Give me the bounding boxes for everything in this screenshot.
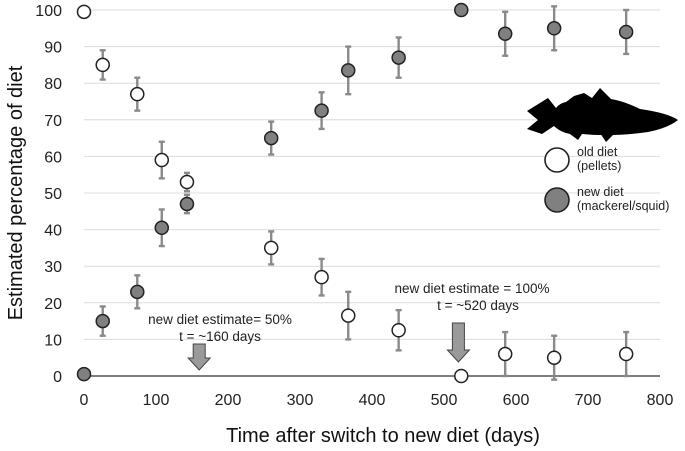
new-diet-point [497,26,513,42]
old-diet-point [130,86,145,102]
new-diet-point [263,130,279,146]
x-tick-labels: 0 100 200 300 400 500 600 700 800 [80,392,674,409]
new-diet-point [76,366,92,382]
x-tick-label: 600 [503,392,530,409]
x-tick-label: 700 [575,392,602,409]
y-tick-label: 90 [44,40,62,57]
old-diet-point [76,4,92,20]
y-tick-labels: 0 10 20 30 40 50 60 70 80 90 100 [35,3,62,386]
new-diet-point [314,103,329,118]
x-tick-label: 400 [359,392,386,409]
annotation-1-line1: new diet estimate= 50% [148,312,292,327]
x-tick-label: 800 [647,392,674,409]
y-tick-label: 70 [44,113,62,130]
legend-old-diet-label: old diet [577,145,618,159]
x-tick-label: 300 [287,392,314,409]
x-tick-label: 100 [143,392,170,409]
legend-new-diet-marker [544,187,570,213]
new-diet-point [391,50,406,65]
old-diet-point [314,269,329,285]
grid-lines [84,9,660,340]
new-diet-point [154,220,170,236]
annotation-1-line2: t = ~160 days [179,329,261,344]
legend: old diet (pellets) new diet (mackerel/sq… [544,145,669,213]
legend-old-diet-marker [544,147,570,173]
x-tick-label: 0 [80,392,89,409]
annotation-2-line2: t = ~520 days [437,298,519,313]
old-diet-point [497,346,513,362]
y-axis-label: Estimated percentage of diet [5,65,27,320]
old-diet-point [618,346,634,362]
y-tick-label: 50 [44,186,62,203]
new-diet-point [95,313,110,329]
y-tick-label: 10 [44,332,62,349]
y-tick-label: 30 [44,259,62,276]
annotation-arrows [187,322,471,371]
old-diet-point [391,323,406,338]
y-tick-label: 0 [53,369,62,386]
new-diet-point [618,24,634,40]
annotation-arrow-2 [446,322,471,363]
old-diet-point [154,152,170,168]
y-tick-label: 20 [44,296,62,313]
old-diet-point [95,57,110,73]
x-tick-label: 500 [431,392,458,409]
y-tick-label: 60 [44,149,62,166]
y-tick-label: 40 [44,223,62,240]
new-diet-point [179,196,195,212]
annotation-arrow-1 [187,343,212,371]
old-diet-point [454,368,469,384]
x-tick-label: 200 [215,392,242,409]
y-tick-label: 100 [35,3,62,20]
legend-new-diet-label: new diet [577,185,624,199]
new-diet-point [130,284,145,300]
new-diet-point [340,63,356,78]
new-diet-point [546,21,562,36]
x-axis-label: Time after switch to new diet (days) [226,425,540,447]
old-diet-point [179,174,195,190]
legend-new-diet-sublabel: (mackerel/squid) [577,199,669,213]
legend-old-diet-sublabel: (pellets) [577,159,621,173]
old-diet-point [340,308,356,323]
annotation-2-line1: new diet estimate = 100% [395,281,550,296]
fish-silhouette-icon [527,88,678,142]
old-diet-point [546,350,562,365]
new-diet-point [454,2,469,18]
old-diet-point [263,240,279,256]
y-tick-label: 80 [44,76,62,93]
data-points [76,2,634,384]
